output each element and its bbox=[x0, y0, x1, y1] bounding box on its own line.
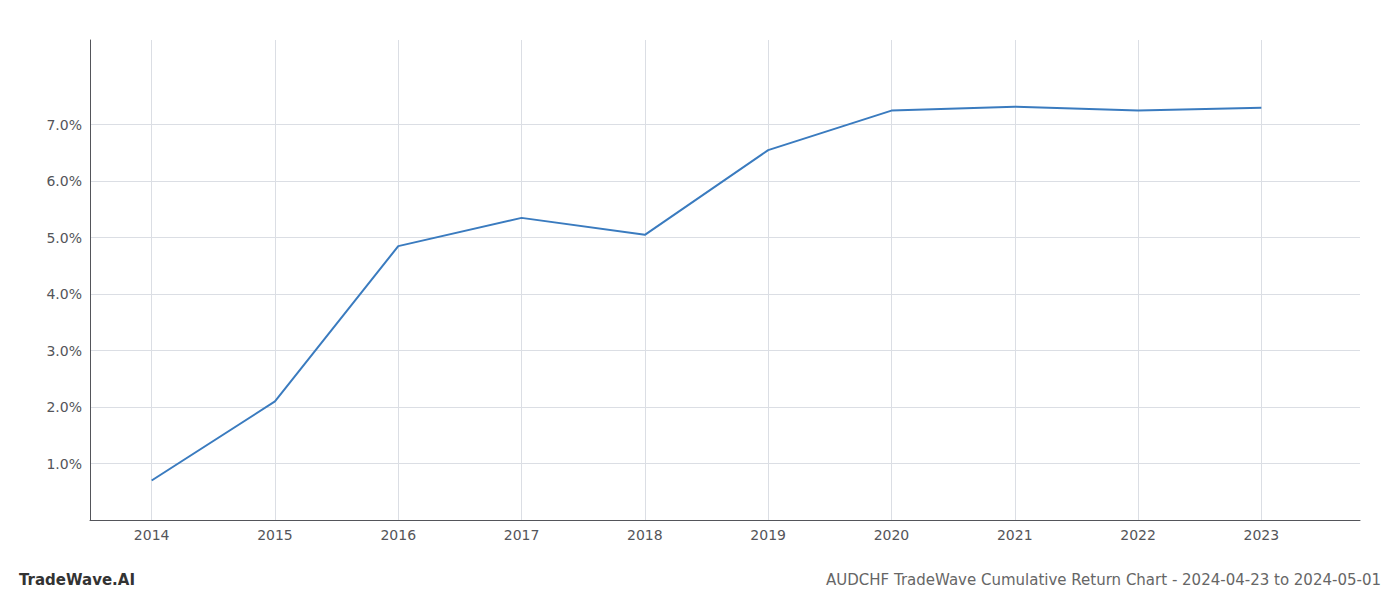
svg-text:6.0%: 6.0% bbox=[46, 173, 82, 189]
svg-text:2017: 2017 bbox=[504, 527, 540, 543]
svg-text:2015: 2015 bbox=[257, 527, 293, 543]
svg-text:1.0%: 1.0% bbox=[46, 456, 82, 472]
svg-text:2019: 2019 bbox=[750, 527, 786, 543]
svg-text:5.0%: 5.0% bbox=[46, 230, 82, 246]
svg-text:TradeWave.AI: TradeWave.AI bbox=[19, 571, 135, 589]
svg-text:4.0%: 4.0% bbox=[46, 286, 82, 302]
svg-text:2016: 2016 bbox=[380, 527, 416, 543]
svg-text:2022: 2022 bbox=[1120, 527, 1156, 543]
svg-text:2020: 2020 bbox=[874, 527, 910, 543]
svg-text:2023: 2023 bbox=[1244, 527, 1280, 543]
svg-text:2.0%: 2.0% bbox=[46, 399, 82, 415]
svg-text:3.0%: 3.0% bbox=[46, 343, 82, 359]
svg-text:7.0%: 7.0% bbox=[46, 117, 82, 133]
svg-text:AUDCHF TradeWave Cumulative Re: AUDCHF TradeWave Cumulative Return Chart… bbox=[826, 571, 1381, 589]
svg-text:2021: 2021 bbox=[997, 527, 1033, 543]
svg-text:2018: 2018 bbox=[627, 527, 663, 543]
svg-text:2014: 2014 bbox=[134, 527, 170, 543]
